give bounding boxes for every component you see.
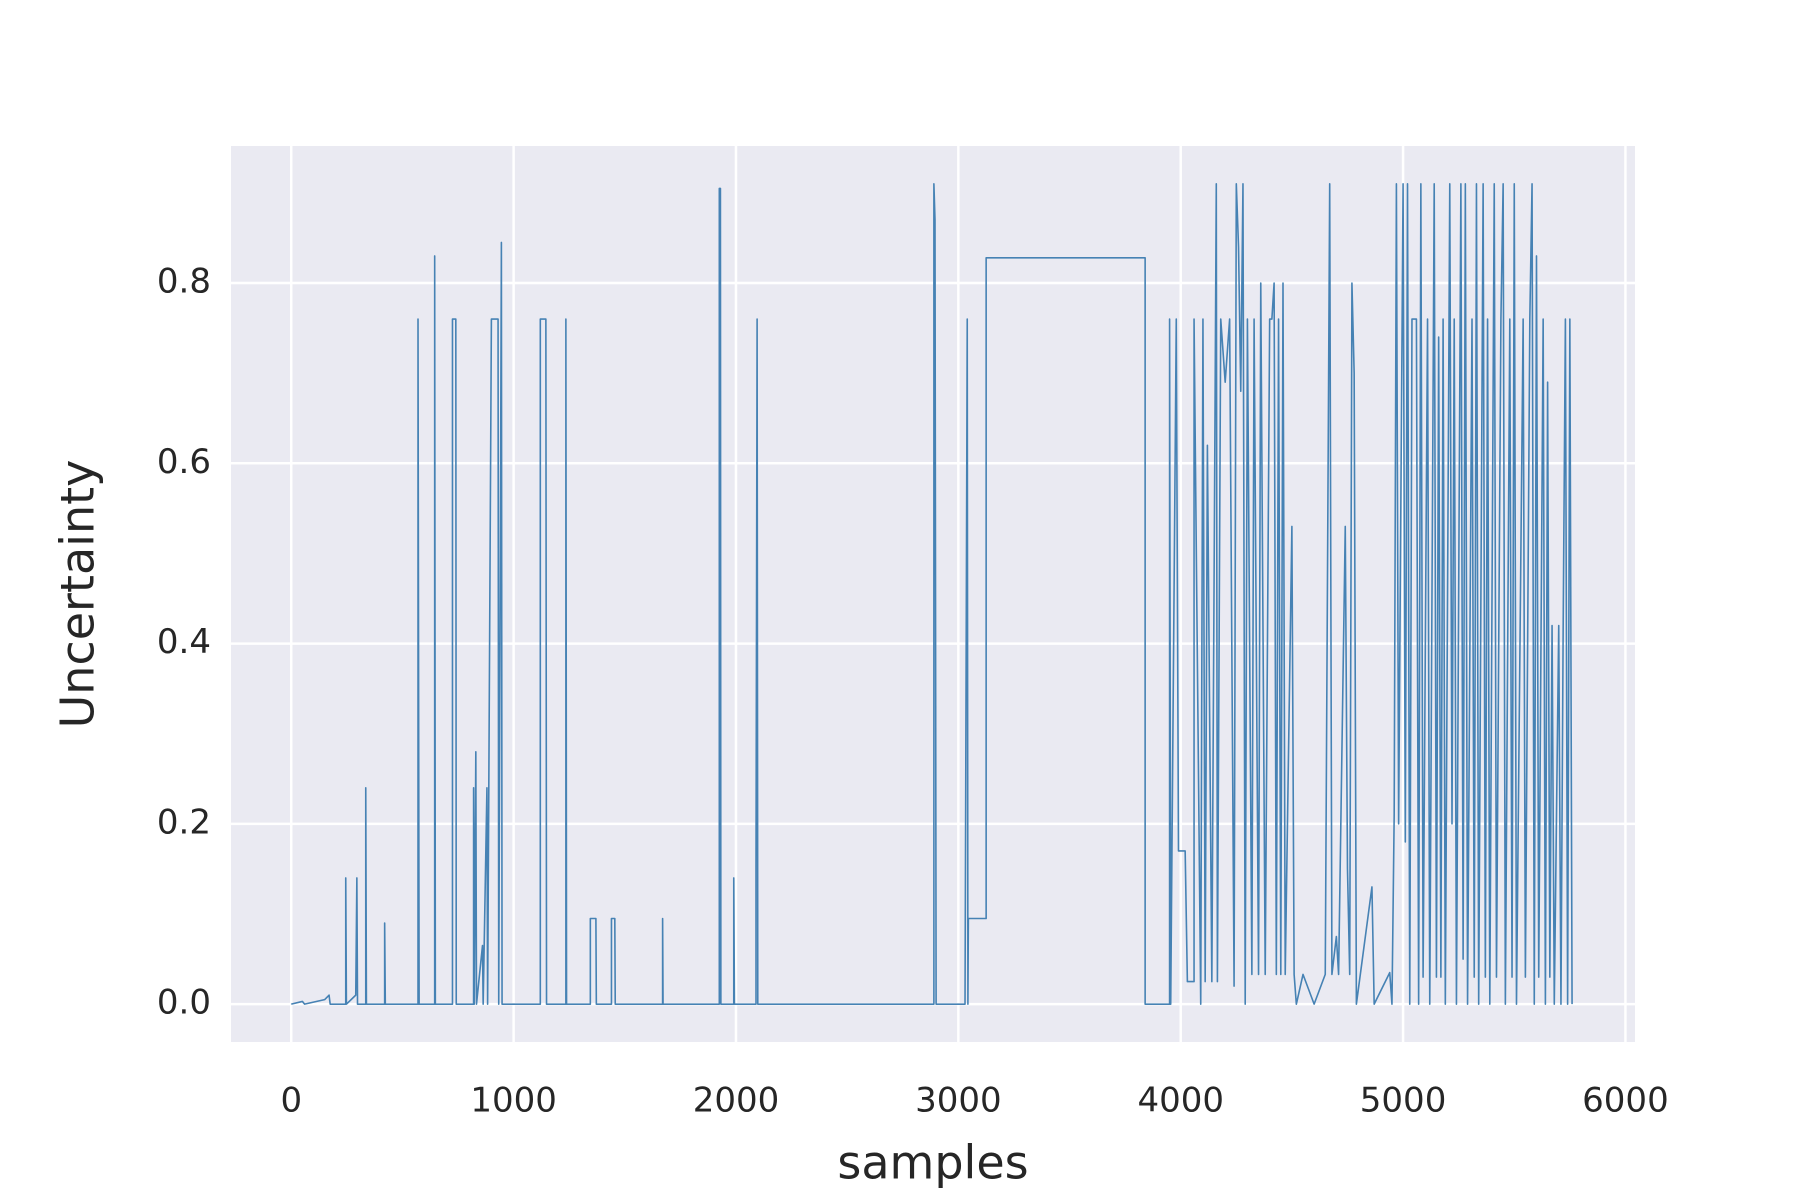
x-tick-label: 5000: [1360, 1081, 1447, 1121]
y-tick-label: 0.2: [157, 802, 211, 842]
y-tick-label: 0.6: [157, 442, 211, 482]
y-axis-label: Uncertainty: [51, 460, 105, 729]
plot-area: [231, 146, 1635, 1042]
x-tick-label: 0: [280, 1081, 302, 1121]
x-tick-label: 4000: [1137, 1081, 1224, 1121]
x-tick-label: 6000: [1582, 1081, 1669, 1121]
x-tick-label: 1000: [470, 1081, 557, 1121]
y-tick-label: 0.4: [157, 622, 211, 662]
y-tick-label: 0.0: [157, 983, 211, 1023]
x-tick-label: 2000: [693, 1081, 780, 1121]
data-line: [291, 183, 1573, 1005]
x-tick-label: 3000: [915, 1081, 1002, 1121]
y-tick-label: 0.8: [157, 262, 211, 302]
x-axis-label: samples: [837, 1136, 1028, 1190]
